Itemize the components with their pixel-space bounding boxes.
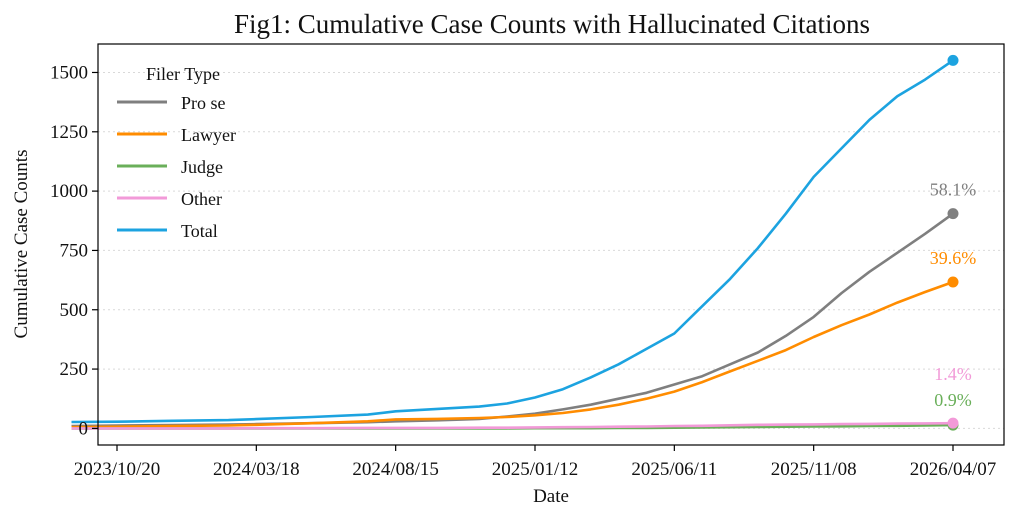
x-tick-label-1: 2024/03/18	[213, 459, 300, 480]
legend-label-pro-se: Pro se	[181, 93, 226, 113]
y-tick-label-5: 1250	[50, 122, 88, 143]
grid	[98, 71, 1004, 429]
y-tick-label-2: 500	[60, 300, 89, 321]
end-points	[947, 54, 959, 431]
series-line-lawyer	[71, 280, 954, 429]
y-tick-label-6: 1500	[50, 62, 88, 83]
x-tick-label-0: 2023/10/20	[74, 459, 161, 480]
x-tick-label-4: 2025/06/11	[631, 459, 717, 480]
legend-title: Filer Type	[146, 64, 220, 84]
legend-label-other: Other	[181, 189, 222, 209]
x-axis: 2023/10/20 2024/03/18 2024/08/15 2025/01/12…	[74, 445, 997, 480]
end-label-other: 1.4%	[934, 364, 972, 384]
y-tick-label-0: 0	[79, 418, 89, 439]
x-tick-label-6: 2026/04/07	[910, 459, 997, 480]
y-tick-label-3: 750	[60, 240, 89, 261]
series-lines	[71, 59, 954, 430]
end-point-lawyer	[947, 276, 959, 288]
series-line-total	[71, 59, 954, 424]
end-label-judge: 0.9%	[934, 390, 972, 410]
y-tick-label-4: 1000	[50, 181, 88, 202]
x-axis-label: Date	[533, 486, 569, 507]
x-tick-label-2: 2024/08/15	[352, 459, 439, 480]
end-label-lawyer: 39.6%	[930, 248, 977, 268]
end-label-pro-se: 58.1%	[930, 180, 977, 200]
end-point-pro-se	[947, 208, 959, 220]
chart-title: Fig1: Cumulative Case Counts with Halluc…	[234, 9, 870, 39]
y-tick-label-1: 250	[60, 359, 89, 380]
end-labels: 58.1% 39.6% 0.9% 1.4%	[930, 180, 977, 410]
y-axis-label: Cumulative Case Counts	[11, 150, 32, 339]
x-tick-label-5: 2025/11/08	[771, 459, 857, 480]
y-axis: 0 250 500 750 1000 1250 1500	[50, 62, 98, 439]
legend-label-judge: Judge	[181, 157, 223, 177]
end-point-other	[947, 417, 959, 429]
series-line-other	[71, 421, 954, 430]
legend-label-lawyer: Lawyer	[181, 125, 236, 145]
legend-label-total: Total	[181, 221, 218, 241]
series-line-pro-se	[71, 212, 954, 428]
plot-frame	[97, 43, 1005, 446]
x-tick-label-3: 2025/01/12	[492, 459, 579, 480]
end-point-total	[947, 54, 959, 66]
legend: Filer Type Pro se Lawyer Judge Other Total	[117, 64, 236, 241]
